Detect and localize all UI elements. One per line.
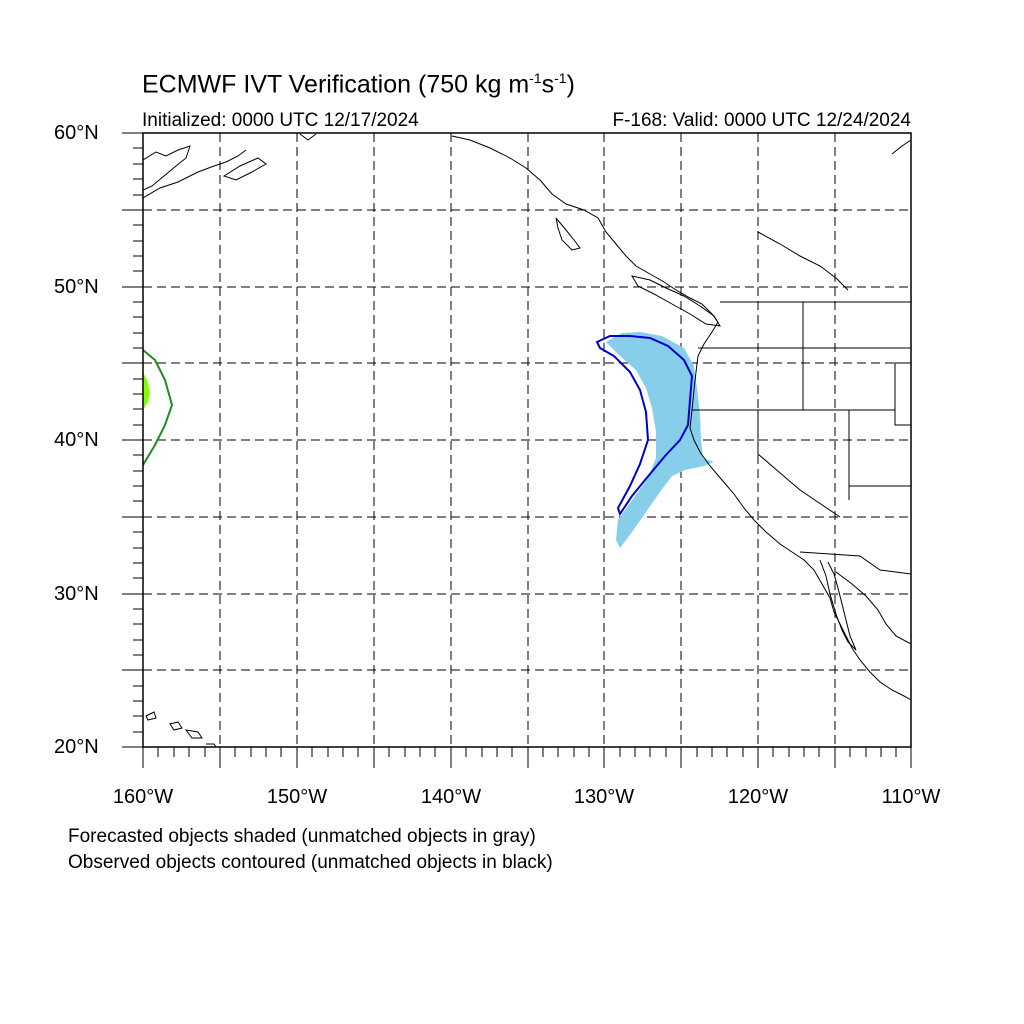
forecast-object (606, 332, 714, 548)
lon-label-130w: 130°W (573, 786, 635, 808)
coastlines (143, 133, 911, 747)
lat-label-40n: 40°N (54, 429, 99, 451)
legend-observed-note: Observed objects contoured (unmatched ob… (68, 852, 553, 873)
lon-label-140w: 140°W (420, 786, 482, 808)
valid-time-label: F-168: Valid: 0000 UTC 12/24/2024 (612, 110, 911, 131)
initialized-label: Initialized: 0000 UTC 12/17/2024 (142, 110, 419, 131)
lat-label-20n: 20°N (54, 736, 99, 758)
lon-label-120w: 120°W (727, 786, 789, 808)
lon-label-160w: 160°W (112, 786, 174, 808)
unmatched-observed-contour (143, 349, 174, 466)
lat-label-50n: 50°N (54, 276, 99, 298)
chart-title: ECMWF IVT Verification (750 kg m-1s-1) (142, 70, 575, 99)
observed-object-contour (595, 335, 694, 517)
lon-label-110w: 110°W (881, 786, 941, 808)
lat-ticks (122, 132, 143, 748)
lon-label-150w: 150°W (266, 786, 328, 808)
lat-label-60n: 60°N (54, 122, 99, 144)
gridlines (143, 133, 911, 747)
unmatched-forecast-object (143, 372, 150, 410)
lat-label-30n: 30°N (54, 583, 99, 605)
lon-ticks (142, 747, 912, 768)
legend-forecast-note: Forecasted objects shaded (unmatched obj… (68, 826, 536, 847)
